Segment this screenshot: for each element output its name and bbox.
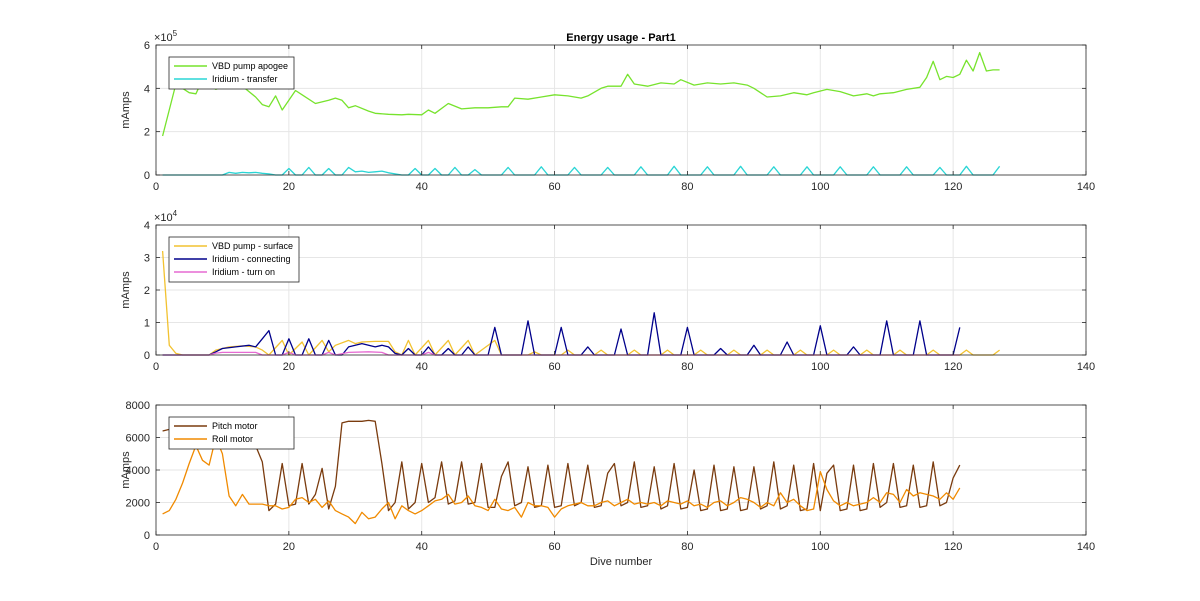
legend: VBD pump - surface Iridium - connecting Ir… bbox=[168, 236, 300, 283]
x-axis-label: Dive number bbox=[590, 556, 653, 568]
x-tick-label: 0 bbox=[153, 541, 159, 553]
x-tick-label: 0 bbox=[153, 181, 159, 193]
y-exponent-power: 5 bbox=[173, 29, 178, 38]
x-tick-label: 20 bbox=[283, 361, 295, 373]
plot-area bbox=[156, 45, 1086, 175]
legend-entry: Pitch motor bbox=[212, 421, 258, 431]
y-axis-label: mAmps bbox=[120, 271, 132, 309]
x-tick-label: 40 bbox=[416, 541, 428, 553]
y-axis-label: mAmps bbox=[120, 451, 132, 489]
legend: Pitch motor Roll motor bbox=[168, 416, 295, 450]
series-line-1 bbox=[161, 51, 1000, 137]
y-tick-label: 3 bbox=[144, 253, 150, 265]
y-tick-label: 0 bbox=[144, 530, 150, 542]
legend-entry: Roll motor bbox=[212, 434, 253, 444]
legend: VBD pump apogee Iridium - transfer bbox=[168, 56, 295, 90]
x-tick-label: 0 bbox=[153, 361, 159, 373]
legend-entry: Iridium - transfer bbox=[212, 74, 278, 84]
y-tick-label: 8000 bbox=[126, 400, 150, 412]
x-tick-label: 80 bbox=[681, 181, 693, 193]
x-tick-label: 140 bbox=[1077, 181, 1095, 193]
y-tick-label: 6000 bbox=[126, 433, 150, 445]
subplot-1: 0 20 40 60 80 100 120 140 0 2 4 6 ×105 mAmps VBD pump … bbox=[120, 29, 1095, 193]
y-tick-label: 4000 bbox=[126, 465, 150, 477]
x-tick-label: 140 bbox=[1077, 541, 1095, 553]
y-tick-label: 0 bbox=[144, 170, 150, 182]
y-axis-label: mAmps bbox=[120, 91, 132, 129]
x-tick-label: 120 bbox=[944, 181, 962, 193]
x-tick-label: 40 bbox=[416, 361, 428, 373]
x-tick-label: 120 bbox=[944, 541, 962, 553]
x-tick-label: 60 bbox=[548, 361, 560, 373]
y-tick-label: 6 bbox=[144, 40, 150, 52]
x-tick-label: 140 bbox=[1077, 361, 1095, 373]
legend-entry: VBD pump - surface bbox=[212, 241, 293, 251]
x-tick-label: 100 bbox=[811, 541, 829, 553]
legend-entry: Iridium - turn on bbox=[212, 267, 275, 277]
y-tick-label: 2000 bbox=[126, 498, 150, 510]
series-line-2 bbox=[162, 436, 961, 525]
legend-entry: VBD pump apogee bbox=[212, 61, 288, 71]
y-tick-label: 2 bbox=[144, 127, 150, 139]
x-tick-label: 100 bbox=[811, 361, 829, 373]
y-exponent-label: ×104 bbox=[154, 209, 178, 224]
x-tick-label: 120 bbox=[944, 361, 962, 373]
y-exponent-label: ×105 bbox=[154, 29, 178, 44]
y-tick-label: 4 bbox=[144, 220, 150, 232]
y-tick-label: 0 bbox=[144, 350, 150, 362]
x-tick-label: 80 bbox=[681, 541, 693, 553]
legend-box bbox=[168, 56, 295, 90]
axes-box bbox=[155, 44, 1087, 176]
subplot-3: 0 20 40 60 80 100 120 140 0 2000 4000 6000 8000 mAmps… bbox=[120, 400, 1095, 553]
x-tick-label: 80 bbox=[681, 361, 693, 373]
x-tick-label: 20 bbox=[283, 181, 295, 193]
legend-box bbox=[168, 416, 295, 450]
x-tick-label: 60 bbox=[548, 541, 560, 553]
y-exponent-power: 4 bbox=[173, 209, 178, 218]
x-tick-label: 100 bbox=[811, 181, 829, 193]
series-line-1 bbox=[162, 417, 961, 512]
x-tick-label: 20 bbox=[283, 541, 295, 553]
x-tick-label: 40 bbox=[416, 181, 428, 193]
legend-entry: Iridium - connecting bbox=[212, 254, 291, 264]
y-tick-label: 4 bbox=[144, 83, 150, 95]
x-tick-label: 60 bbox=[548, 181, 560, 193]
y-tick-label: 2 bbox=[144, 285, 150, 297]
y-tick-label: 1 bbox=[144, 318, 150, 330]
figure-title: Energy usage - Part1 bbox=[566, 32, 675, 44]
